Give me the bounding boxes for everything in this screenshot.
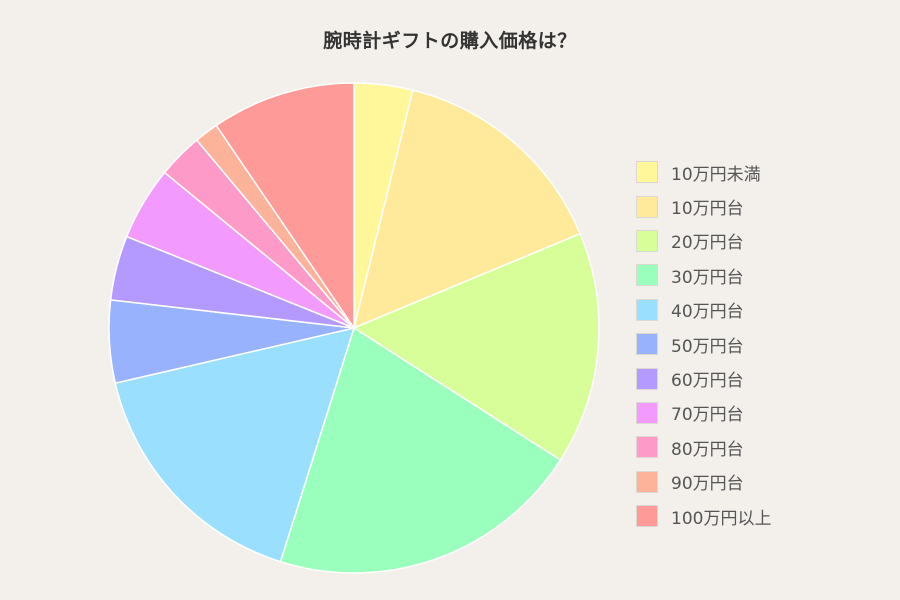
legend-label: 40万円台 — [671, 302, 744, 323]
legend-label: 20万円台 — [671, 233, 744, 254]
legend-label: 70万円台 — [671, 405, 744, 426]
pie-slice-11 — [215, 82, 355, 331]
legend-swatch — [636, 195, 658, 218]
legend-label: 30万円台 — [671, 267, 744, 288]
pie-slice-4 — [279, 326, 562, 574]
pie-slice-3 — [352, 232, 600, 462]
legend-item: 30万円台 — [636, 258, 771, 292]
legend-swatch — [636, 298, 658, 321]
chart-legend: 10万円未満 10万円台 20万円台 30万円台 40万円台 50万円台 60万円台 70万円… — [636, 155, 771, 533]
legend-swatch — [636, 333, 658, 356]
pie-slices — [108, 82, 600, 574]
legend-swatch — [636, 264, 658, 287]
legend-item: 100万円以上 — [636, 499, 771, 533]
legend-item: 90万円台 — [636, 465, 771, 499]
legend-swatch — [636, 229, 658, 252]
legend-swatch — [636, 367, 658, 390]
legend-swatch — [636, 161, 658, 184]
chart-title: 腕時計ギフトの購入価格は？ — [323, 30, 577, 52]
legend-label: 60万円台 — [671, 371, 744, 392]
legend-label: 100万円以上 — [671, 508, 772, 529]
legend-swatch — [636, 470, 658, 493]
legend-label: 90万円台 — [671, 474, 744, 495]
legend-item: 70万円台 — [636, 396, 771, 430]
legend-swatch — [636, 436, 658, 459]
legend-label: 10万円未満 — [671, 164, 761, 185]
legend-label: 50万円台 — [671, 336, 744, 357]
legend-item: 80万円台 — [636, 430, 771, 464]
legend-item: 10万円未満 — [636, 155, 771, 189]
pie-slice-5 — [114, 326, 356, 563]
legend-swatch — [636, 505, 658, 528]
legend-item: 20万円台 — [636, 224, 771, 258]
legend-label: 10万円台 — [671, 199, 744, 220]
legend-item: 50万円台 — [636, 327, 771, 361]
legend-item: 40万円台 — [636, 293, 771, 327]
pie-slice-2 — [352, 89, 582, 330]
legend-item: 60万円台 — [636, 361, 771, 395]
legend-label: 80万円台 — [671, 439, 744, 460]
legend-item: 10万円台 — [636, 189, 771, 223]
legend-swatch — [636, 401, 658, 424]
